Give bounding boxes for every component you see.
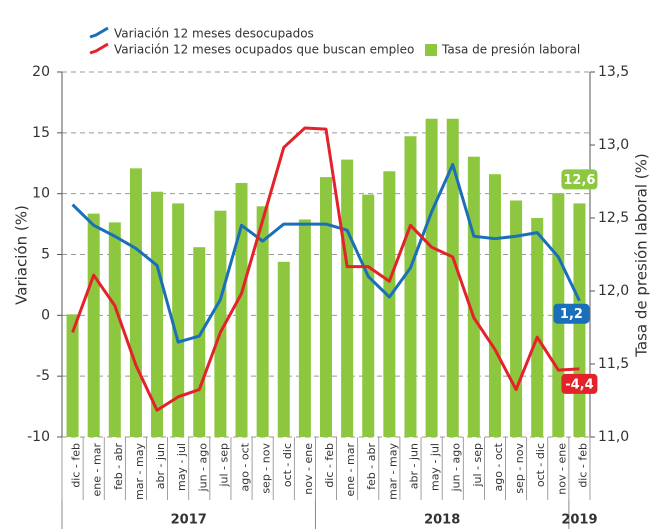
legend-swatch [89,26,109,39]
x-tick-label: jun - ago [450,443,463,493]
y2-tick-label: 12,0 [598,283,629,299]
y2-tick-label: 11,0 [598,429,629,445]
y-tick-label: 10 [32,186,50,202]
legend-swatch [425,44,437,56]
bar [235,182,248,437]
x-tick-label: sep - nov [260,443,273,494]
y2-axis-label: Tasa de presión laboral (%) [633,153,651,358]
bar [151,191,164,437]
x-tick-label: mar - may [133,443,146,500]
x-tick-label: dic - feb [70,443,83,488]
legend-label: Tasa de presión laboral [441,43,580,57]
y-tick-label: 15 [32,125,50,141]
year-label: 2019 [561,513,597,528]
y-tick-label: -5 [36,368,50,384]
bar [256,206,269,437]
bar [129,168,142,438]
bar [383,171,396,437]
y2-tick-label: 11,5 [598,356,629,372]
x-tick-label: oct - dic [281,443,294,487]
bar [66,314,79,437]
x-tick-label: jul - sep [217,443,230,488]
y-axis-label: Variación (%) [13,205,31,305]
year-label: 2017 [171,513,207,528]
bar [362,194,375,437]
value-label: 1,2 [560,307,583,322]
line [71,126,580,412]
year-label: 2018 [424,513,460,528]
x-tick-label: nov - ene [302,443,315,495]
x-tick-label: jul - sep [471,443,484,488]
x-tick-label: mar - may [386,443,399,500]
x-tick-label: ene - mar [344,443,357,497]
bar [467,156,480,437]
bar [277,261,290,437]
bar [172,203,185,437]
x-tick-label: sep - nov [513,443,526,494]
bar [214,210,227,437]
bar [531,218,544,437]
x-tick-label: ago - oct [239,442,252,491]
bar [108,222,121,437]
value-label: 12,6 [563,173,595,188]
y2-tick-label: 12,5 [598,210,629,226]
bar [425,118,438,437]
x-tick-label: abr - jun [407,443,420,489]
bar [341,159,354,437]
line [71,162,581,344]
x-tick-label: may - jul [175,443,188,491]
bar [87,213,100,437]
x-tick-label: dic - feb [576,443,589,488]
x-tick-label: jun - ago [196,443,209,493]
value-label-box [561,373,598,394]
y-tick-label: 20 [32,64,50,80]
x-tick-label: feb - abr [112,443,125,490]
value-label-box [561,169,598,190]
x-tick-label: may - jul [429,443,442,491]
legend-swatch [89,42,109,55]
bar [320,177,332,437]
bar [510,200,523,437]
x-tick-label: ene - mar [91,443,104,497]
y2-tick-label: 13,0 [598,137,629,153]
bar [488,174,501,437]
legend-label: Variación 12 meses ocupados que buscan e… [114,43,414,57]
y-tick-label: 0 [41,307,50,323]
bar [193,247,206,437]
x-tick-label: ago - oct [492,442,505,491]
y-tick-label: 5 [41,247,50,263]
bar [446,118,459,437]
value-label-box [553,303,590,324]
value-label: -4,4 [565,377,593,392]
y-tick-label: -10 [27,429,50,445]
bar [298,219,311,437]
x-tick-label: dic - feb [323,443,336,488]
x-tick-label: oct - dic [534,443,547,487]
bar [404,136,417,438]
x-tick-label: feb - abr [365,443,378,490]
x-tick-label: abr - jun [154,443,167,489]
y2-tick-label: 13,5 [598,64,629,80]
x-tick-label: nov - ene [555,443,568,495]
legend-label: Variación 12 meses desocupados [114,27,314,41]
